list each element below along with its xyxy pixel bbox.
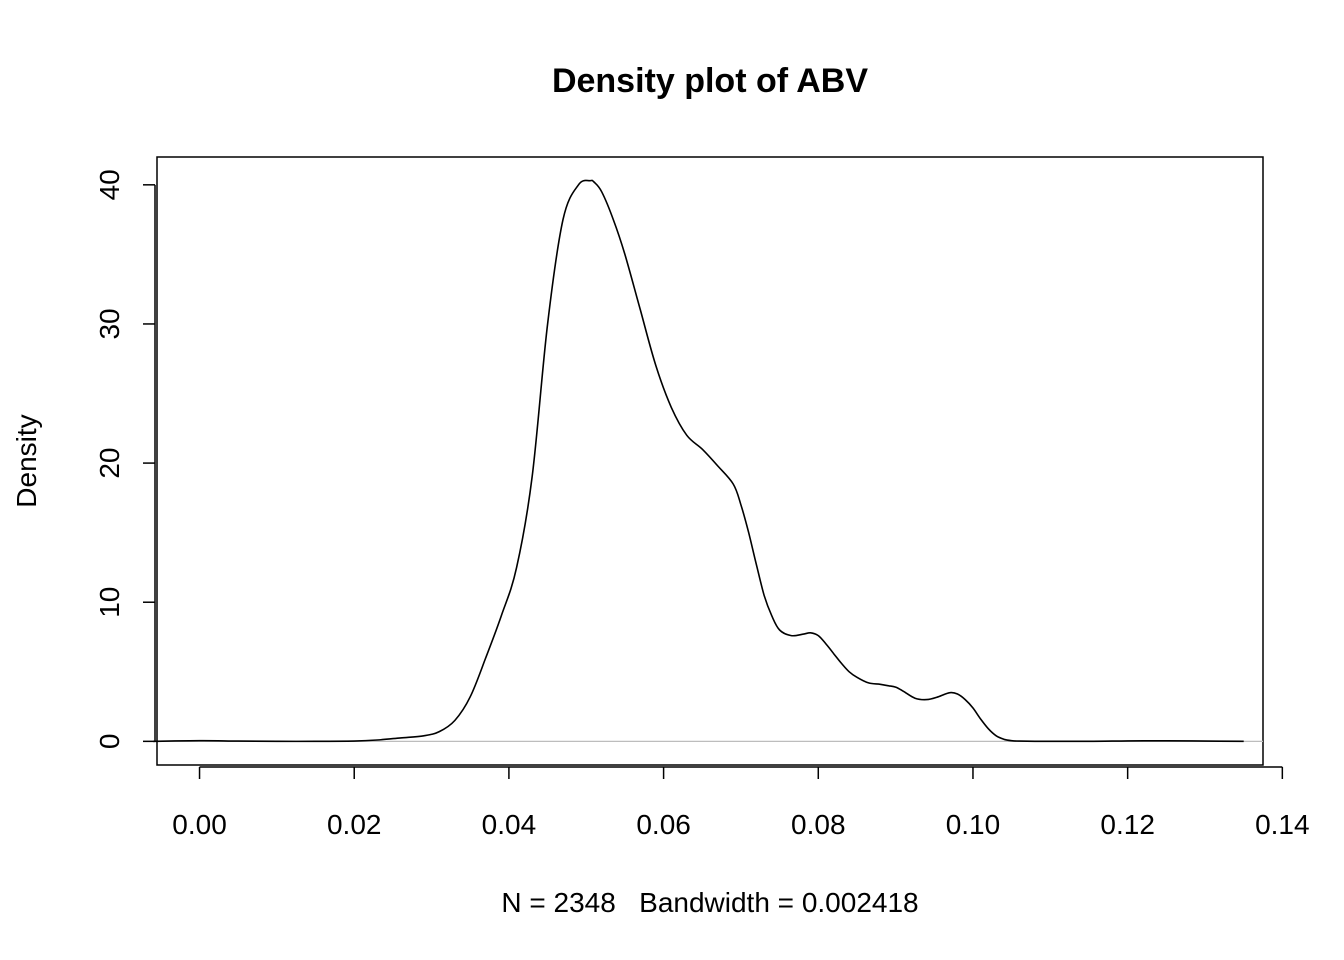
- y-tick-label: 10: [94, 587, 125, 618]
- density-curve: [153, 179, 1244, 743]
- x-axis-label: N = 2348 Bandwidth = 0.002418: [501, 887, 918, 918]
- x-tick-label: 0.10: [946, 809, 1001, 840]
- y-axis: 0 10 20 30 40: [94, 169, 156, 750]
- x-tick-label: 0.08: [791, 809, 846, 840]
- y-tick-label: 30: [94, 308, 125, 339]
- x-tick-label: 0.04: [482, 809, 537, 840]
- y-axis-label: Density: [11, 414, 42, 507]
- x-tick-label: 0.02: [327, 809, 382, 840]
- x-tick-label: 0.14: [1255, 809, 1310, 840]
- x-axis: 0.00 0.02 0.04 0.06 0.08 0.10 0.12 0.14: [172, 766, 1310, 840]
- x-tick-label: 0.12: [1100, 809, 1155, 840]
- x-tick-label: 0.06: [636, 809, 691, 840]
- y-tick-label: 40: [94, 169, 125, 200]
- y-tick-label: 20: [94, 448, 125, 479]
- plot-frame: [156, 156, 1264, 766]
- chart-title: Density plot of ABV: [552, 62, 868, 100]
- y-tick-label: 0: [94, 734, 125, 750]
- x-tick-label: 0.00: [172, 809, 227, 840]
